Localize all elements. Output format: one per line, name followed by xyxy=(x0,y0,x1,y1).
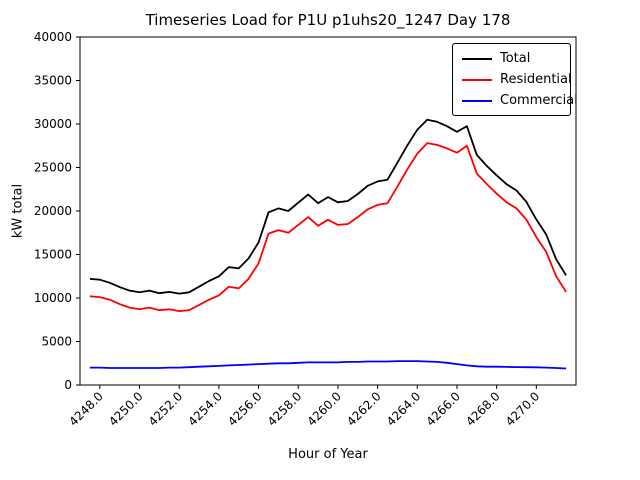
legend-entry-total: Total xyxy=(453,48,570,69)
y-tick-label: 40000 xyxy=(34,30,72,44)
x-tick-label: 4268.0 xyxy=(463,389,503,429)
x-tick-label: 4260.0 xyxy=(304,389,344,429)
line-residential xyxy=(89,142,567,313)
x-axis-label: Hour of Year xyxy=(288,447,368,462)
legend-line-commercial xyxy=(462,99,492,102)
x-tick-label: 4264.0 xyxy=(384,389,424,429)
legend: Total Residential Commercial xyxy=(452,43,578,116)
line-commercial xyxy=(89,360,567,370)
legend-entry-residential: Residential xyxy=(453,69,572,90)
line-total xyxy=(89,118,567,295)
legend-entry-commercial: Commercial xyxy=(453,90,578,111)
y-tick-label: 15000 xyxy=(34,248,72,262)
legend-line-residential xyxy=(462,78,492,81)
legend-label-residential: Residential xyxy=(500,72,572,87)
x-tick-label: 4254.0 xyxy=(185,389,225,429)
x-tick-label: 4252.0 xyxy=(146,389,186,429)
x-tick-label: 4270.0 xyxy=(503,389,543,429)
x-tick-label: 4256.0 xyxy=(225,389,265,429)
chart-title: Timeseries Load for P1U p1uhs20_1247 Day… xyxy=(145,11,511,29)
y-tick-label: 25000 xyxy=(34,161,72,175)
x-tick-label: 4248.0 xyxy=(66,389,106,429)
x-tick-label: 4262.0 xyxy=(344,389,384,429)
y-tick-label: 20000 xyxy=(34,204,72,218)
x-tick-label: 4258.0 xyxy=(265,389,305,429)
y-tick-label: 30000 xyxy=(34,117,72,131)
x-tick-label: 4250.0 xyxy=(106,389,146,429)
legend-label-total: Total xyxy=(500,51,531,66)
y-tick-label: 35000 xyxy=(34,74,72,88)
legend-line-total xyxy=(462,57,492,60)
y-tick-label: 10000 xyxy=(34,291,72,305)
x-tick-label: 4266.0 xyxy=(423,389,463,429)
legend-label-commercial: Commercial xyxy=(500,93,578,108)
y-tick-label: 5000 xyxy=(41,335,72,349)
y-tick-label: 0 xyxy=(64,378,72,392)
